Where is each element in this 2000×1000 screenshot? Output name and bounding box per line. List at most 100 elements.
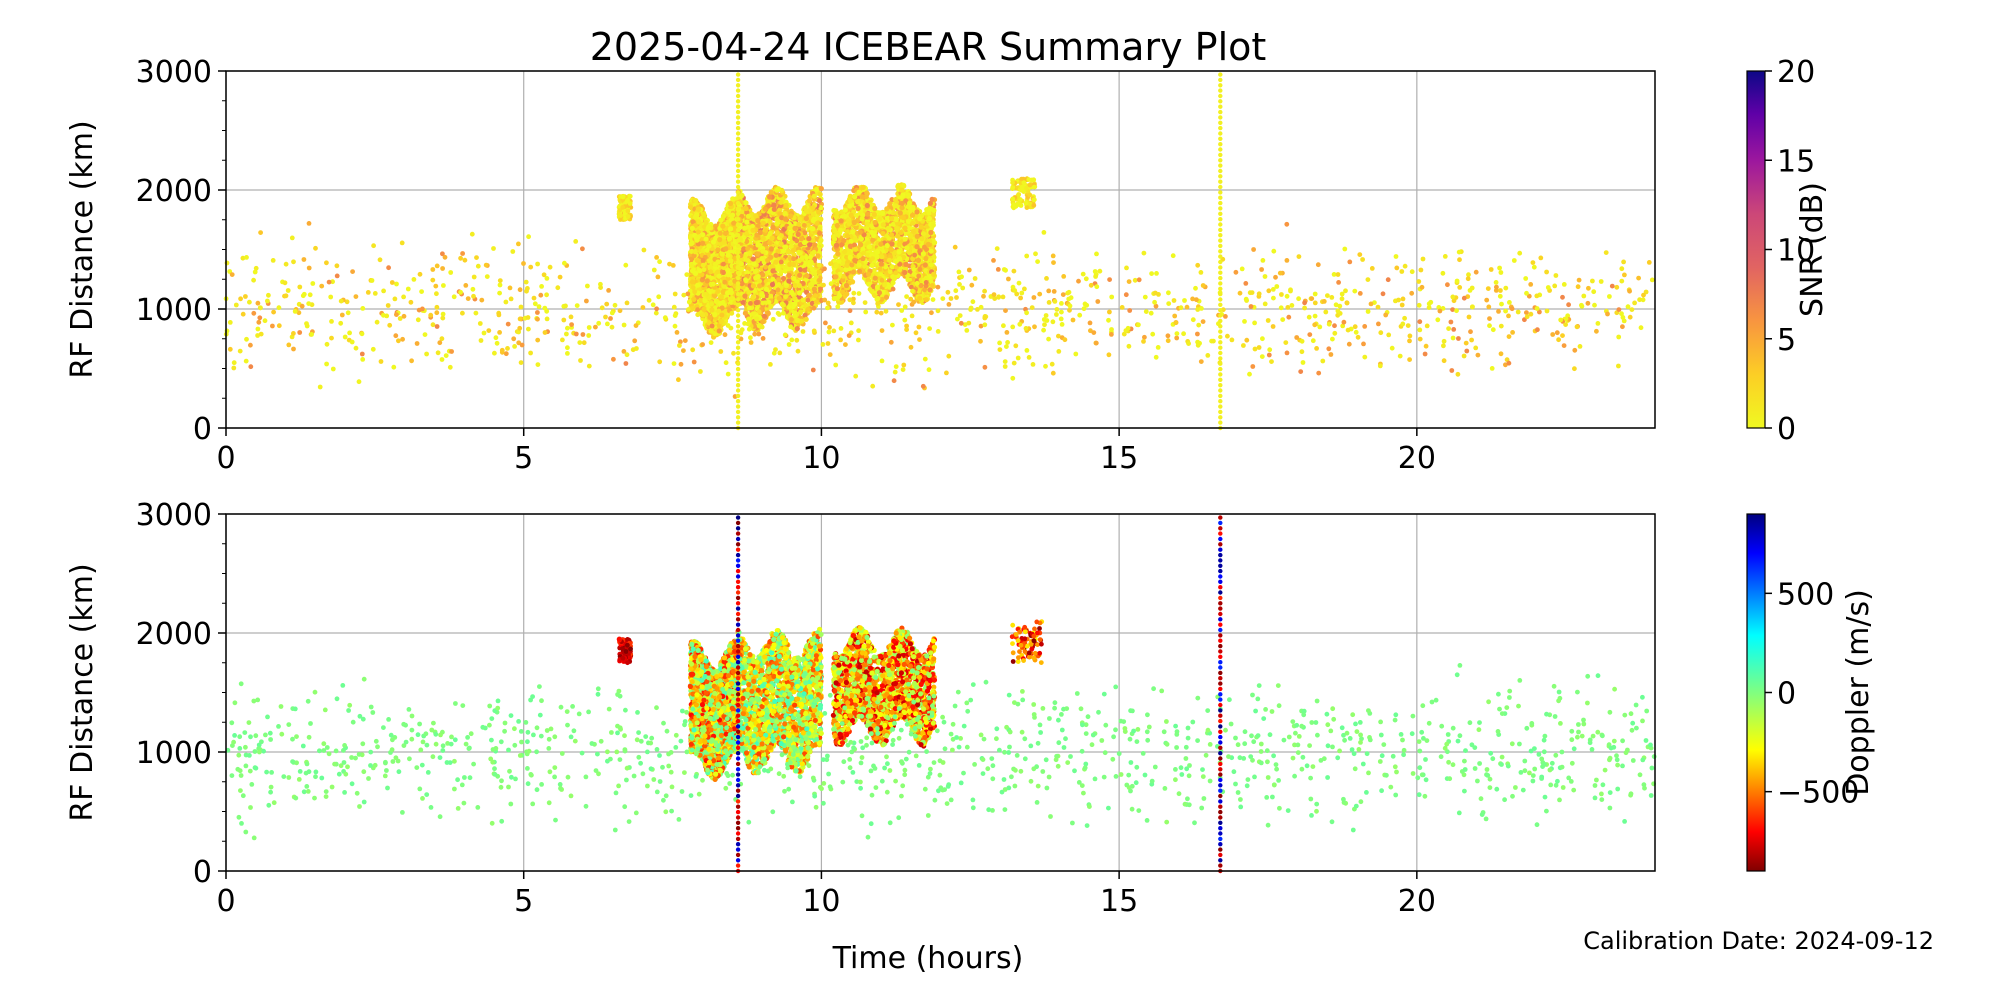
- data-point: [689, 279, 696, 285]
- chart-title: 2025-04-24 ICEBEAR Summary Plot: [590, 25, 1267, 69]
- data-point: [774, 216, 780, 222]
- data-point: [818, 186, 824, 192]
- data-point: [763, 286, 770, 292]
- data-point: [788, 213, 794, 219]
- data-point: [815, 253, 821, 259]
- data-point: [773, 259, 779, 265]
- data-points: [223, 72, 1655, 431]
- data-point: [717, 230, 723, 236]
- data-point: [803, 215, 810, 222]
- data-point: [717, 237, 723, 243]
- data-point: [847, 193, 853, 199]
- data-point: [691, 296, 697, 302]
- data-point: [712, 312, 718, 318]
- data-point: [715, 259, 721, 265]
- data-point: [745, 213, 752, 219]
- data-point: [750, 294, 756, 300]
- data-point: [755, 251, 761, 257]
- data-point: [744, 219, 750, 225]
- data-point: [728, 290, 735, 296]
- data-point: [810, 226, 816, 232]
- data-point: [725, 208, 732, 214]
- data-point: [814, 186, 820, 192]
- data-point: [760, 319, 766, 325]
- data-point: [695, 234, 702, 240]
- data-point: [707, 264, 713, 270]
- data-point: [770, 268, 776, 274]
- data-point: [791, 261, 797, 267]
- data-point: [771, 206, 777, 212]
- data-point: [769, 235, 775, 241]
- data-point: [767, 194, 773, 200]
- data-point: [753, 213, 759, 219]
- data-point: [728, 226, 734, 232]
- data-point: [801, 240, 808, 246]
- data-point: [794, 317, 801, 323]
- data-point: [757, 283, 763, 289]
- data-point: [797, 216, 803, 222]
- data-point: [799, 255, 806, 261]
- data-point: [716, 273, 722, 279]
- data-point: [692, 249, 698, 255]
- data-point: [810, 218, 816, 224]
- data-point: [687, 204, 694, 210]
- data-point: [703, 219, 709, 226]
- data-point: [742, 310, 749, 316]
- data-point: [762, 206, 768, 212]
- data-point: [860, 184, 866, 190]
- data-point: [762, 241, 768, 247]
- data-point: [768, 246, 774, 252]
- data-point: [752, 268, 759, 274]
- data-point: [816, 197, 823, 204]
- data-point: [782, 216, 789, 222]
- data-point: [701, 306, 707, 312]
- data-point: [750, 256, 756, 262]
- data-point: [811, 249, 817, 255]
- data-point: [816, 277, 823, 283]
- data-point: [768, 303, 774, 309]
- data-point: [811, 193, 817, 199]
- data-point: [928, 248, 934, 254]
- data-point: [760, 248, 766, 254]
- data-point: [693, 270, 699, 276]
- data-point: [700, 258, 706, 264]
- data-point: [794, 326, 800, 332]
- data-point: [892, 197, 899, 203]
- data-point: [750, 227, 756, 233]
- data-point: [728, 258, 734, 264]
- data-point: [689, 225, 695, 231]
- data-point: [795, 231, 801, 237]
- data-point: [693, 198, 699, 204]
- data-point: [718, 294, 725, 300]
- data-point: [743, 205, 749, 212]
- data-point: [747, 250, 753, 257]
- data-point: [817, 230, 823, 236]
- data-point: [708, 328, 714, 334]
- data-point: [780, 275, 787, 282]
- data-point: [782, 210, 788, 217]
- data-point: [900, 192, 906, 198]
- data-point: [755, 218, 761, 224]
- data-point: [789, 289, 795, 295]
- data-point: [719, 251, 725, 257]
- data-point: [743, 200, 749, 206]
- data-point: [786, 278, 792, 284]
- data-point: [755, 242, 761, 248]
- data-point: [796, 282, 802, 289]
- data-point: [780, 302, 787, 308]
- data-point: [807, 242, 813, 248]
- data-point: [750, 283, 757, 289]
- data-point: [718, 319, 724, 325]
- data-point: [700, 240, 706, 246]
- data-point: [727, 200, 734, 207]
- data-point: [751, 261, 757, 267]
- data-point: [705, 225, 711, 231]
- data-point: [915, 257, 922, 263]
- data-point: [694, 212, 700, 218]
- data-point: [818, 237, 824, 243]
- data-point: [742, 293, 748, 299]
- data-point: [773, 252, 779, 258]
- data-point: [838, 227, 844, 233]
